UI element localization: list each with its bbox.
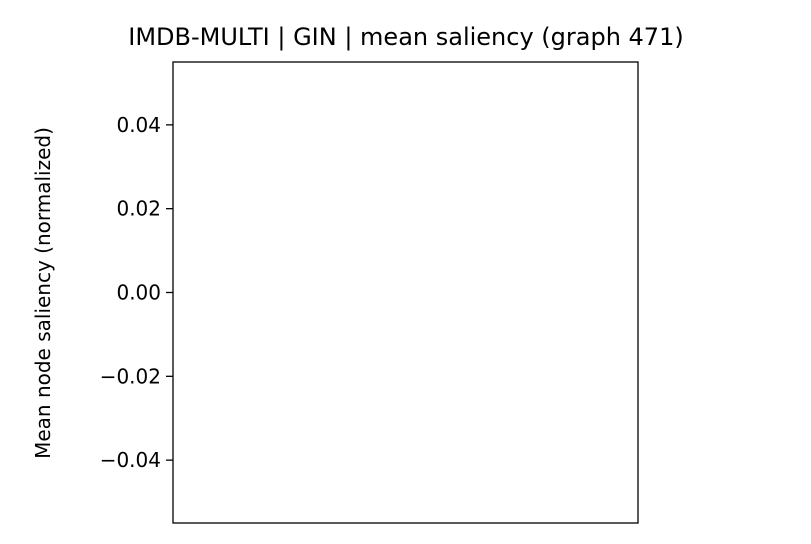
y-axis-ticks: 0.04 0.02 0.00 −0.02 −0.04 xyxy=(100,113,173,472)
y-tick-label: 0.00 xyxy=(116,281,161,305)
y-tick-label: −0.04 xyxy=(100,448,161,472)
y-tick-label: 0.02 xyxy=(116,197,161,221)
y-tick-label: 0.04 xyxy=(116,113,161,137)
y-tick-label: −0.02 xyxy=(100,364,161,388)
chart-title: IMDB-MULTI | GIN | mean saliency (graph … xyxy=(128,23,683,51)
plot-area xyxy=(172,61,639,524)
y-axis-label: Mean node saliency (normalized) xyxy=(31,127,55,459)
